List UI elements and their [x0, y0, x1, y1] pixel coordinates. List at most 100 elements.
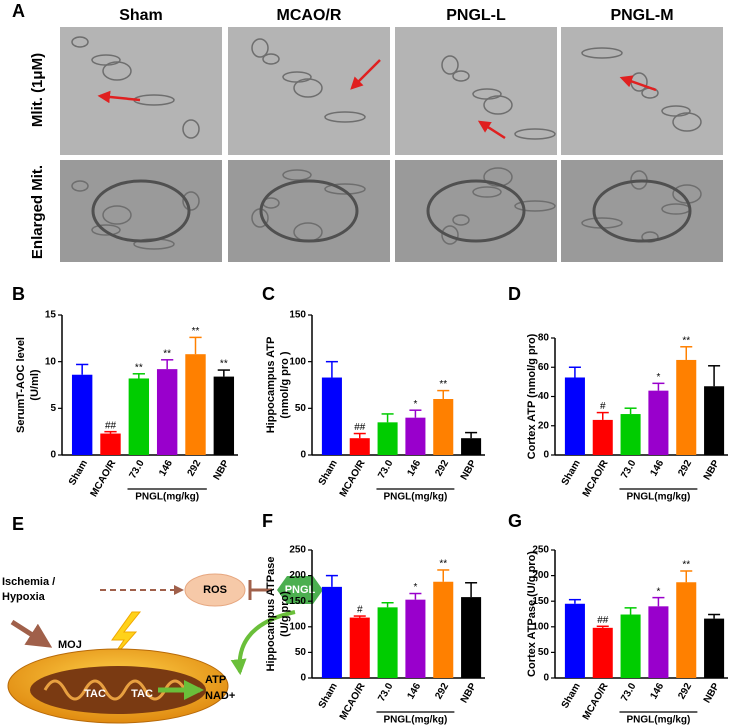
bar [620, 414, 641, 455]
output-label: NAD+ [205, 690, 235, 702]
arrow [10, 619, 53, 648]
y-tick-label: 150 [532, 596, 549, 607]
bar [100, 433, 121, 455]
bar [592, 627, 613, 678]
group-label: PNGL(mg/kg) [626, 492, 690, 503]
significance: ** [439, 379, 447, 390]
arrow [477, 120, 506, 140]
micrograph [60, 160, 222, 262]
y-tick-label: 0 [543, 450, 549, 461]
y-tick-label: 0 [300, 673, 306, 684]
x-tick-label: MCAO/R [89, 458, 119, 499]
moj-label: MOJ [58, 639, 82, 651]
x-tick-label: 146 [648, 681, 666, 701]
bar [213, 376, 235, 455]
bar [405, 599, 426, 678]
organelle [452, 214, 470, 226]
bar [349, 438, 370, 455]
organelle [324, 111, 366, 123]
y-tick-label: 250 [289, 545, 306, 556]
bar-chart: B SerumT-AOC level (U/ml) 0 5 10 15 Sham ## MCAO/… [12, 284, 238, 503]
bar [377, 422, 398, 455]
x-tick-label: MCAO/R [581, 458, 611, 499]
x-tick-label: 292 [186, 458, 204, 478]
bar-chart: F Hippocampus ATPase (U/g pro) 0 50 100 150 200… [262, 511, 485, 726]
bar [71, 374, 93, 455]
cristae [43, 679, 187, 701]
ros-node [184, 573, 246, 607]
organelle [472, 186, 502, 198]
bar-chart: G Cortex ATPase (U/g pro) 0 50 100 150 200 250 S… [508, 511, 728, 726]
micrographs [60, 27, 723, 262]
organelle [71, 36, 89, 48]
x-tick-label: Sham [560, 458, 583, 487]
group-label: PNGL(mg/kg) [626, 715, 690, 726]
x-tick-label: MCAO/R [338, 681, 368, 722]
y-tick-label: 200 [289, 570, 306, 581]
organelle [282, 71, 312, 83]
significance: ** [220, 359, 228, 370]
bar [704, 386, 725, 455]
arrow [619, 75, 657, 92]
organelle [182, 191, 200, 211]
y-tick-label: 50 [295, 647, 307, 658]
x-tick-label: 146 [405, 681, 423, 701]
organelle [581, 47, 623, 59]
panel-label: C [262, 284, 275, 304]
tac-label: TAC [84, 688, 106, 700]
significance: ** [439, 559, 447, 570]
x-tick-label: 73.0 [376, 681, 395, 704]
mitochondrion [426, 179, 526, 243]
x-tick-label: Sham [67, 458, 90, 487]
ros-label: ROS [203, 584, 227, 596]
bar [349, 617, 370, 678]
x-tick-label: NBP [702, 681, 722, 705]
organelle [452, 70, 470, 82]
organelle [102, 205, 132, 225]
organelle [483, 95, 513, 115]
arrow [97, 90, 141, 104]
tac-label: TAC [131, 688, 153, 700]
significance: * [413, 399, 417, 410]
significance: ** [192, 326, 200, 337]
y-tick-label: 200 [532, 570, 549, 581]
organelle [514, 128, 556, 140]
stimulus-label: Hypoxia [2, 591, 46, 603]
panel-e: E Ischemia / Hypoxia ROS PNGL MOJ TAC TA… [2, 514, 323, 724]
significance: ## [105, 420, 117, 431]
organelle [324, 183, 366, 195]
organelle [71, 180, 89, 192]
significance: * [656, 372, 660, 383]
x-tick-label: 73.0 [376, 458, 395, 481]
bar [433, 581, 454, 678]
bar [592, 419, 613, 455]
organelle [441, 55, 459, 75]
y-axis-label: Hippocampus ATPase [265, 557, 277, 672]
organelle [251, 38, 269, 58]
y-tick-label: 80 [538, 333, 550, 344]
y-tick-label: 0 [300, 450, 306, 461]
x-tick-label: 146 [405, 458, 423, 478]
y-axis-label: Cortex ATP (nmol/g pro) [526, 333, 538, 459]
significance: # [357, 605, 363, 616]
significance: # [600, 401, 606, 412]
organelle [514, 200, 556, 212]
mitochondrion [91, 179, 191, 243]
arrow [350, 59, 381, 90]
micrograph [228, 27, 390, 155]
organelle [282, 169, 312, 181]
organelle [91, 224, 121, 236]
x-tick-label: 292 [676, 458, 694, 478]
bar [648, 606, 669, 678]
micrograph [60, 27, 222, 155]
group-label: PNGL(mg/kg) [383, 715, 447, 726]
bar [321, 586, 342, 678]
y-tick-label: 5 [50, 403, 56, 414]
y-axis-label: SerumT-AOC level [15, 337, 27, 433]
group-label: PNGL(mg/kg) [135, 492, 199, 503]
bar [128, 378, 150, 455]
bar [564, 603, 585, 678]
row-header: Enlarged Mit. [29, 165, 46, 259]
organelle [472, 88, 502, 100]
